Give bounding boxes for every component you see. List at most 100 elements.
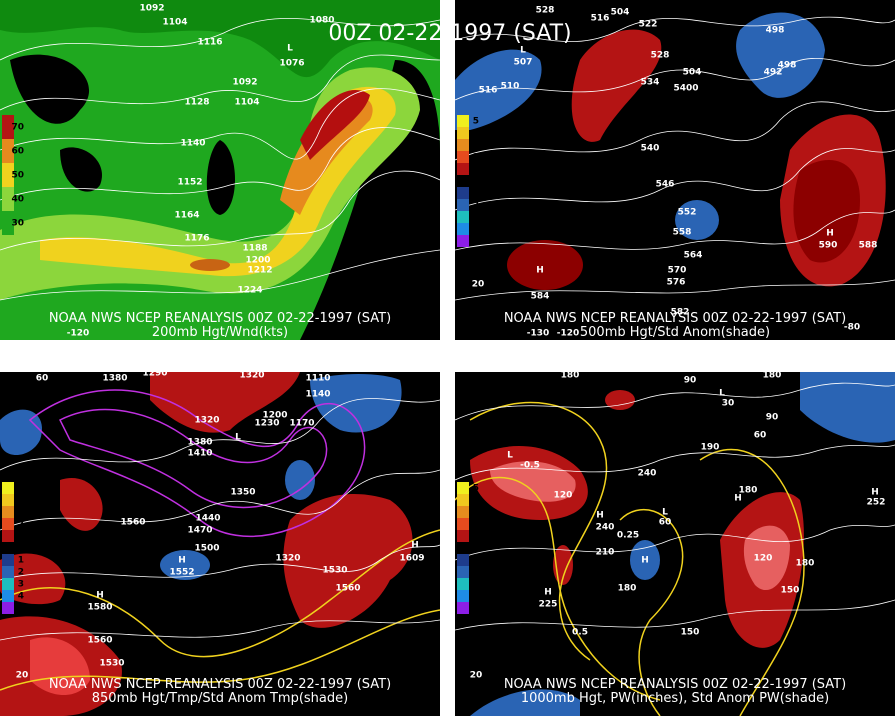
contour-label: 1092 xyxy=(232,78,257,88)
legend-label: 4 xyxy=(18,496,24,506)
contour-label: 210 xyxy=(596,548,615,558)
panel-subcaption: 500mb Hgt/Std Anom(shade) xyxy=(580,325,770,340)
contour-label: H xyxy=(734,494,742,504)
contour-label: 1212 xyxy=(247,266,272,276)
contour-label: 1320 xyxy=(275,554,300,564)
contour-label: 1104 xyxy=(234,98,259,108)
contour-label: 180 xyxy=(796,559,815,569)
legend-swatch xyxy=(2,494,14,506)
contour-label: 1128 xyxy=(184,98,209,108)
legend-swatch xyxy=(457,542,469,554)
legend-swatch xyxy=(457,199,469,211)
legend-label: 2 xyxy=(473,568,479,578)
contour-label: 0.5 xyxy=(572,628,588,638)
legend-label: 1 xyxy=(473,189,479,199)
contour-label: 507 xyxy=(514,58,533,68)
contour-label: L xyxy=(719,389,725,399)
panel: 528 504516522498L507510516528534504540049… xyxy=(457,6,877,340)
contour-label: 150 xyxy=(781,586,800,596)
contour-label: L xyxy=(520,46,526,56)
contour-label: 1410 xyxy=(187,449,212,459)
contour-label: 0.25 xyxy=(617,531,639,541)
legend-swatch xyxy=(2,578,14,590)
legend-label: 4 xyxy=(473,496,479,506)
contour-label: 510 xyxy=(501,82,520,92)
legend-swatch xyxy=(2,506,14,518)
contour-label: 20 xyxy=(16,671,29,681)
contour-label: H xyxy=(544,588,552,598)
legend-label: 4 xyxy=(18,592,24,602)
contour-label: 1164 xyxy=(174,211,199,221)
contour-label: 504 xyxy=(611,8,630,18)
legend-label: 2 xyxy=(473,153,479,163)
panel-caption: NOAA NWS NCEP REANALYSIS 00Z 02-22-1997 … xyxy=(49,677,391,692)
contour-label: 60 xyxy=(36,374,49,384)
contour-label: 546 xyxy=(656,180,675,190)
legend-label: 2 xyxy=(18,520,24,530)
contour-label: 180 xyxy=(739,486,758,496)
legend-label: 1 xyxy=(473,532,479,542)
legend-label: 1 xyxy=(473,165,479,175)
panel-subcaption: 200mb Hgt/Wnd(kts) xyxy=(152,325,288,340)
legend-label: 5 xyxy=(473,484,479,494)
legend-swatch xyxy=(457,115,469,127)
contour-label: 1320 xyxy=(194,416,219,426)
contour-label: 1188 xyxy=(242,244,267,254)
contour-label: 498 xyxy=(766,26,785,36)
contour-label: 1116 xyxy=(197,38,222,48)
panel-subcaption: 1000mb Hgt, PW(inches), Std Anom PW(shad… xyxy=(521,691,829,706)
panel: 1092 1104 1116 1080 L 1076 1128 1092 1104 1140 115… xyxy=(2,4,391,340)
legend-swatch xyxy=(2,542,14,554)
contour-label: 120 xyxy=(554,491,573,501)
contour-label: H xyxy=(178,556,186,566)
contour-label: 225 xyxy=(539,600,558,610)
legend-swatch xyxy=(457,175,469,187)
legend-swatch xyxy=(457,578,469,590)
contour-label: L xyxy=(287,44,293,54)
contour-label: -80 xyxy=(844,323,860,333)
contour-label: 60 xyxy=(754,431,767,441)
legend-swatch xyxy=(457,494,469,506)
contour-label: 1224 xyxy=(237,286,262,296)
legend-label: 5 xyxy=(473,117,479,127)
contour-label: 150 xyxy=(681,628,700,638)
legend-swatch xyxy=(2,139,14,163)
contour-label: 1580 xyxy=(87,603,112,613)
contour-label: 60 xyxy=(659,518,672,528)
legend-swatch xyxy=(457,163,469,175)
contour-label: 1092 xyxy=(139,4,164,14)
contour-label: 20 xyxy=(470,671,483,681)
legend-swatch xyxy=(2,211,14,235)
legend-label: 1 xyxy=(18,556,24,566)
legend-swatch xyxy=(457,554,469,566)
contour-label: 1609 xyxy=(399,554,424,564)
legend-label: 2 xyxy=(473,520,479,530)
legend-swatch xyxy=(457,566,469,578)
panel-1000mb xyxy=(455,372,895,716)
main-title: 00Z 02-22-1997 (SAT) xyxy=(328,21,571,46)
contour-label: H xyxy=(536,266,544,276)
contour-label: 528 xyxy=(536,6,555,16)
contour-label: 30 xyxy=(722,399,735,409)
contour-label: 1290 xyxy=(142,369,167,379)
contour-label: 1380 xyxy=(187,438,212,448)
contour-label: 1076 xyxy=(279,59,304,69)
contour-label: 90 xyxy=(684,376,697,386)
contour-label: 1170 xyxy=(289,419,314,429)
legend-swatch xyxy=(457,518,469,530)
legend-label: 5 xyxy=(18,484,24,494)
panel-200mb xyxy=(0,0,440,340)
legend-label: 3 xyxy=(473,213,479,223)
legend-swatch xyxy=(2,554,14,566)
contour-label: L xyxy=(507,451,513,461)
contour-label: 1200 xyxy=(262,411,287,421)
contour-label: 1530 xyxy=(99,659,124,669)
legend-label: 1 xyxy=(473,556,479,566)
contour-label: 582 xyxy=(671,308,690,318)
legend-label: 0 xyxy=(473,544,479,554)
legend-label: 1 xyxy=(18,532,24,542)
contour-label: H xyxy=(96,591,104,601)
contour-label: 240 xyxy=(596,523,615,533)
contour-label: 1152 xyxy=(177,178,202,188)
legend-swatch xyxy=(457,235,469,247)
